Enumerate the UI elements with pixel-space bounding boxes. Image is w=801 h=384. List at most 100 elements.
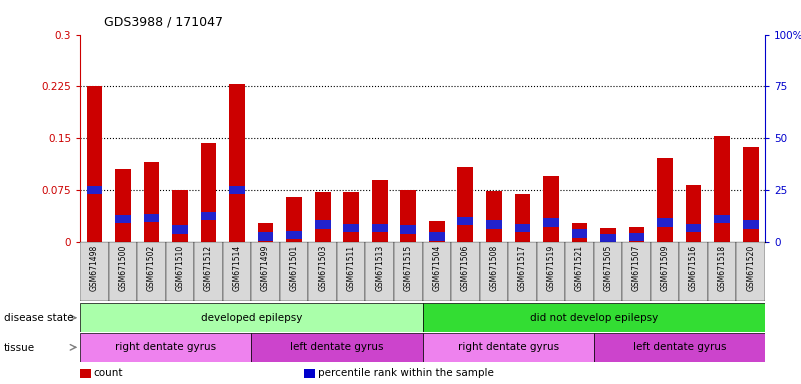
Bar xyxy=(229,186,245,194)
Bar xyxy=(537,242,566,301)
Text: GSM671500: GSM671500 xyxy=(119,245,127,291)
Bar xyxy=(594,333,765,362)
Bar xyxy=(115,215,131,223)
Text: GSM671505: GSM671505 xyxy=(603,245,613,291)
Bar xyxy=(594,242,622,301)
Text: disease state: disease state xyxy=(4,313,74,323)
Bar xyxy=(572,230,587,238)
Bar xyxy=(258,232,273,240)
Bar xyxy=(286,231,302,239)
Bar xyxy=(622,242,650,301)
Bar xyxy=(686,224,702,232)
Bar xyxy=(372,180,388,242)
Bar xyxy=(87,86,103,242)
Bar xyxy=(400,190,416,242)
Bar xyxy=(543,176,559,242)
Bar xyxy=(429,232,445,240)
Bar xyxy=(195,242,223,301)
Bar xyxy=(600,228,616,242)
Bar xyxy=(143,162,159,242)
Bar xyxy=(743,220,759,229)
Bar xyxy=(80,333,252,362)
Text: GSM671509: GSM671509 xyxy=(661,245,670,291)
Bar xyxy=(572,223,587,242)
Bar xyxy=(423,242,451,301)
Bar xyxy=(423,333,594,362)
Bar xyxy=(115,169,131,242)
Bar xyxy=(429,221,445,242)
Text: developed epilepsy: developed epilepsy xyxy=(200,313,302,323)
Bar xyxy=(315,220,331,229)
Text: right dentate gyrus: right dentate gyrus xyxy=(457,342,558,353)
Bar xyxy=(87,186,103,194)
Bar xyxy=(714,215,730,223)
Bar xyxy=(514,194,530,242)
Bar xyxy=(337,242,365,301)
Bar xyxy=(457,217,473,225)
Bar xyxy=(394,242,423,301)
Bar xyxy=(736,242,765,301)
Bar xyxy=(201,143,216,242)
Text: GSM671511: GSM671511 xyxy=(347,245,356,291)
Bar xyxy=(486,192,501,242)
Bar xyxy=(486,220,501,229)
Text: GSM671517: GSM671517 xyxy=(518,245,527,291)
Bar xyxy=(451,242,480,301)
Text: GSM671513: GSM671513 xyxy=(375,245,384,291)
Bar xyxy=(80,242,109,301)
Bar xyxy=(365,242,394,301)
Bar xyxy=(679,242,708,301)
Text: GSM671506: GSM671506 xyxy=(461,245,470,291)
Text: GSM671510: GSM671510 xyxy=(175,245,184,291)
Bar xyxy=(508,242,537,301)
Text: GSM671507: GSM671507 xyxy=(632,245,641,291)
Bar xyxy=(344,192,359,242)
Bar xyxy=(344,224,359,232)
Text: GSM671508: GSM671508 xyxy=(489,245,498,291)
Text: GSM671512: GSM671512 xyxy=(204,245,213,291)
Bar xyxy=(629,233,644,241)
Bar xyxy=(223,242,252,301)
Bar xyxy=(252,242,280,301)
Text: GSM671520: GSM671520 xyxy=(747,245,755,291)
Text: tissue: tissue xyxy=(4,343,35,353)
Text: count: count xyxy=(94,368,123,378)
Bar xyxy=(457,167,473,242)
Bar xyxy=(372,224,388,232)
Text: GSM671504: GSM671504 xyxy=(433,245,441,291)
Bar xyxy=(172,225,187,233)
Text: GSM671521: GSM671521 xyxy=(575,245,584,291)
Text: GSM671514: GSM671514 xyxy=(232,245,242,291)
Bar xyxy=(480,242,508,301)
Bar xyxy=(280,242,308,301)
Text: GSM671516: GSM671516 xyxy=(689,245,698,291)
Bar xyxy=(650,242,679,301)
Bar xyxy=(252,333,423,362)
Bar xyxy=(658,157,673,242)
Text: left dentate gyrus: left dentate gyrus xyxy=(290,342,384,353)
Text: percentile rank within the sample: percentile rank within the sample xyxy=(318,368,494,378)
Bar xyxy=(629,227,644,242)
Text: GSM671518: GSM671518 xyxy=(718,245,727,291)
Bar xyxy=(658,218,673,227)
Bar xyxy=(714,136,730,242)
Text: did not develop epilepsy: did not develop epilepsy xyxy=(529,313,658,323)
Bar xyxy=(137,242,166,301)
Bar xyxy=(566,242,594,301)
Text: GSM671498: GSM671498 xyxy=(90,245,99,291)
Bar xyxy=(109,242,137,301)
Bar xyxy=(400,225,416,233)
Text: GSM671499: GSM671499 xyxy=(261,245,270,291)
Bar xyxy=(143,214,159,222)
Bar xyxy=(743,147,759,242)
Bar xyxy=(423,303,765,332)
Text: GSM671501: GSM671501 xyxy=(290,245,299,291)
Bar xyxy=(315,192,331,242)
Bar xyxy=(600,234,616,243)
Bar xyxy=(172,190,187,242)
Bar xyxy=(686,185,702,242)
Text: right dentate gyrus: right dentate gyrus xyxy=(115,342,216,353)
Bar xyxy=(201,212,216,220)
Bar xyxy=(708,242,736,301)
Text: GDS3988 / 171047: GDS3988 / 171047 xyxy=(104,15,223,28)
